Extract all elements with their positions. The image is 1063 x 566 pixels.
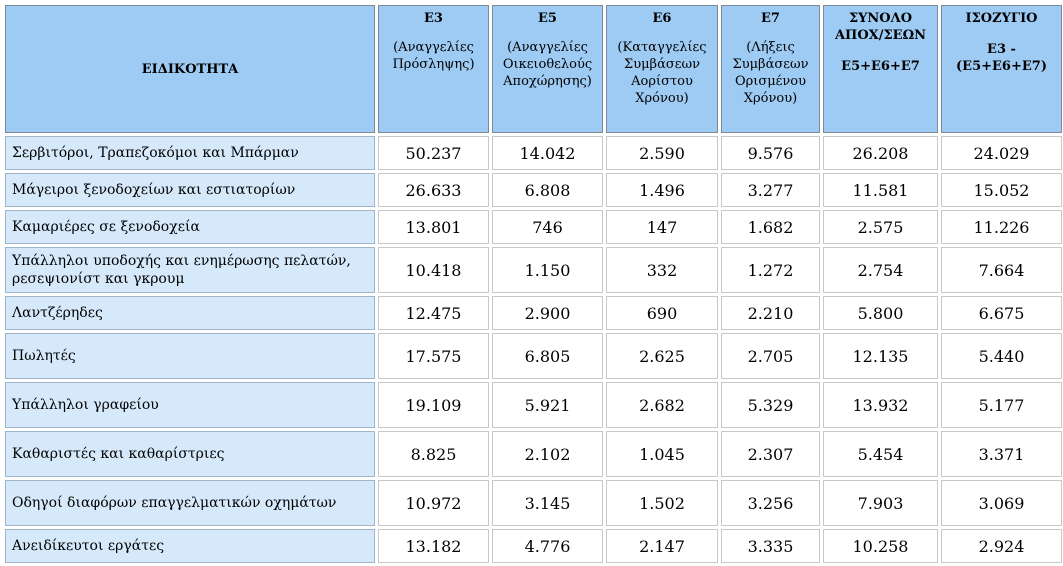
cell-value: 5.454 bbox=[823, 431, 938, 477]
cell-value: 7.664 bbox=[941, 247, 1062, 293]
cell-value: 13.932 bbox=[823, 382, 938, 428]
cell-value: 10.258 bbox=[823, 529, 938, 563]
cell-value: 10.972 bbox=[378, 480, 489, 526]
col-desc: Ε5+Ε6+Ε7 bbox=[841, 59, 920, 74]
table-row: Καμαριέρες σε ξενοδοχεία 13.801 746 147 … bbox=[5, 210, 1062, 244]
cell-value: 2.307 bbox=[721, 431, 820, 477]
col-code: Ε7 bbox=[761, 11, 780, 26]
cell-value: 14.042 bbox=[492, 136, 603, 170]
col-header-total: ΣΥΝΟΛΟ ΑΠΟΧ/ΣΕΩΝ Ε5+Ε6+Ε7 bbox=[823, 5, 938, 133]
cell-value: 2.102 bbox=[492, 431, 603, 477]
table-row: Πωλητές 17.575 6.805 2.625 2.705 12.135 … bbox=[5, 333, 1062, 379]
cell-value: 2.590 bbox=[606, 136, 718, 170]
table-row: Μάγειροι ξενοδοχείων και εστιατορίων 26.… bbox=[5, 173, 1062, 207]
row-label: Πωλητές bbox=[5, 333, 375, 379]
cell-value: 1.272 bbox=[721, 247, 820, 293]
cell-value: 1.045 bbox=[606, 431, 718, 477]
cell-value: 11.226 bbox=[941, 210, 1062, 244]
col-code: Ε5 bbox=[538, 11, 557, 26]
table-row: Σερβιτόροι, Τραπεζοκόμοι και Μπάρμαν 50.… bbox=[5, 136, 1062, 170]
row-label: Σερβιτόροι, Τραπεζοκόμοι και Μπάρμαν bbox=[5, 136, 375, 170]
cell-value: 3.371 bbox=[941, 431, 1062, 477]
col-desc: (Αναγγελίες Πρόσληψης) bbox=[392, 40, 475, 72]
cell-value: 19.109 bbox=[378, 382, 489, 428]
cell-value: 147 bbox=[606, 210, 718, 244]
col-code: ΣΥΝΟΛΟ ΑΠΟΧ/ΣΕΩΝ bbox=[834, 11, 927, 43]
cell-value: 2.900 bbox=[492, 296, 603, 330]
row-label: Ανειδίκευτοι εργάτες bbox=[5, 529, 375, 563]
cell-value: 5.177 bbox=[941, 382, 1062, 428]
cell-value: 746 bbox=[492, 210, 603, 244]
cell-value: 5.921 bbox=[492, 382, 603, 428]
cell-value: 8.825 bbox=[378, 431, 489, 477]
col-code: Ε6 bbox=[652, 11, 672, 26]
row-label: Λαντζέρηδες bbox=[5, 296, 375, 330]
specialty-header: ΕΙΔΙΚΟΤΗΤΑ bbox=[5, 5, 375, 133]
row-label: Μάγειροι ξενοδοχείων και εστιατορίων bbox=[5, 173, 375, 207]
table-row: Ανειδίκευτοι εργάτες 13.182 4.776 2.147 … bbox=[5, 529, 1062, 563]
cell-value: 17.575 bbox=[378, 333, 489, 379]
cell-value: 13.801 bbox=[378, 210, 489, 244]
table-row: Οδηγοί διαφόρων επαγγελματικών οχημάτων … bbox=[5, 480, 1062, 526]
cell-value: 2.924 bbox=[941, 529, 1062, 563]
cell-value: 4.776 bbox=[492, 529, 603, 563]
cell-value: 1.496 bbox=[606, 173, 718, 207]
cell-value: 26.633 bbox=[378, 173, 489, 207]
row-label: Υπάλληλοι υποδοχής και ενημέρωσης πελατώ… bbox=[5, 247, 375, 293]
col-desc: Ε3 - (Ε5+Ε6+Ε7) bbox=[956, 42, 1047, 74]
cell-value: 6.805 bbox=[492, 333, 603, 379]
row-label: Καμαριέρες σε ξενοδοχεία bbox=[5, 210, 375, 244]
cell-value: 2.682 bbox=[606, 382, 718, 428]
table-row: Υπάλληλοι γραφείου 19.109 5.921 2.682 5.… bbox=[5, 382, 1062, 428]
col-header-e6: Ε6 (Καταγγελίες Συμβάσεων Αορίστου Χρόνο… bbox=[606, 5, 718, 133]
cell-value: 15.052 bbox=[941, 173, 1062, 207]
cell-value: 3.145 bbox=[492, 480, 603, 526]
cell-value: 6.675 bbox=[941, 296, 1062, 330]
cell-value: 6.808 bbox=[492, 173, 603, 207]
cell-value: 10.418 bbox=[378, 247, 489, 293]
col-header-e3: Ε3 (Αναγγελίες Πρόσληψης) bbox=[378, 5, 489, 133]
cell-value: 2.705 bbox=[721, 333, 820, 379]
cell-value: 26.208 bbox=[823, 136, 938, 170]
cell-value: 9.576 bbox=[721, 136, 820, 170]
cell-value: 1.150 bbox=[492, 247, 603, 293]
col-code: ΙΣΟΖΥΓΙΟ bbox=[965, 11, 1038, 26]
col-header-e5: Ε5 (Αναγγελίες Οικειοθελούς Αποχώρησης) bbox=[492, 5, 603, 133]
row-label: Καθαριστές και καθαρίστριες bbox=[5, 431, 375, 477]
cell-value: 2.625 bbox=[606, 333, 718, 379]
cell-value: 5.800 bbox=[823, 296, 938, 330]
cell-value: 50.237 bbox=[378, 136, 489, 170]
cell-value: 5.440 bbox=[941, 333, 1062, 379]
row-label: Οδηγοί διαφόρων επαγγελματικών οχημάτων bbox=[5, 480, 375, 526]
table-row: Υπάλληλοι υποδοχής και ενημέρωσης πελατώ… bbox=[5, 247, 1062, 293]
col-desc: (Λήξεις Συμβάσεων Ορισμένου Χρόνου) bbox=[732, 40, 809, 106]
cell-value: 332 bbox=[606, 247, 718, 293]
cell-value: 3.277 bbox=[721, 173, 820, 207]
cell-value: 3.256 bbox=[721, 480, 820, 526]
cell-value: 690 bbox=[606, 296, 718, 330]
cell-value: 12.475 bbox=[378, 296, 489, 330]
cell-value: 11.581 bbox=[823, 173, 938, 207]
cell-value: 2.575 bbox=[823, 210, 938, 244]
col-desc: (Καταγγελίες Συμβάσεων Αορίστου Χρόνου) bbox=[617, 40, 707, 106]
cell-value: 1.682 bbox=[721, 210, 820, 244]
col-desc: (Αναγγελίες Οικειοθελούς Αποχώρησης) bbox=[502, 40, 593, 89]
cell-value: 2.754 bbox=[823, 247, 938, 293]
cell-value: 3.335 bbox=[721, 529, 820, 563]
cell-value: 2.210 bbox=[721, 296, 820, 330]
row-label: Υπάλληλοι γραφείου bbox=[5, 382, 375, 428]
cell-value: 1.502 bbox=[606, 480, 718, 526]
col-code: Ε3 bbox=[424, 11, 443, 26]
col-header-e7: Ε7 (Λήξεις Συμβάσεων Ορισμένου Χρόνου) bbox=[721, 5, 820, 133]
col-header-balance: ΙΣΟΖΥΓΙΟ Ε3 - (Ε5+Ε6+Ε7) bbox=[941, 5, 1062, 133]
cell-value: 5.329 bbox=[721, 382, 820, 428]
cell-value: 24.029 bbox=[941, 136, 1062, 170]
cell-value: 3.069 bbox=[941, 480, 1062, 526]
table-row: Καθαριστές και καθαρίστριες 8.825 2.102 … bbox=[5, 431, 1062, 477]
cell-value: 12.135 bbox=[823, 333, 938, 379]
cell-value: 7.903 bbox=[823, 480, 938, 526]
table-row: Λαντζέρηδες 12.475 2.900 690 2.210 5.800… bbox=[5, 296, 1062, 330]
